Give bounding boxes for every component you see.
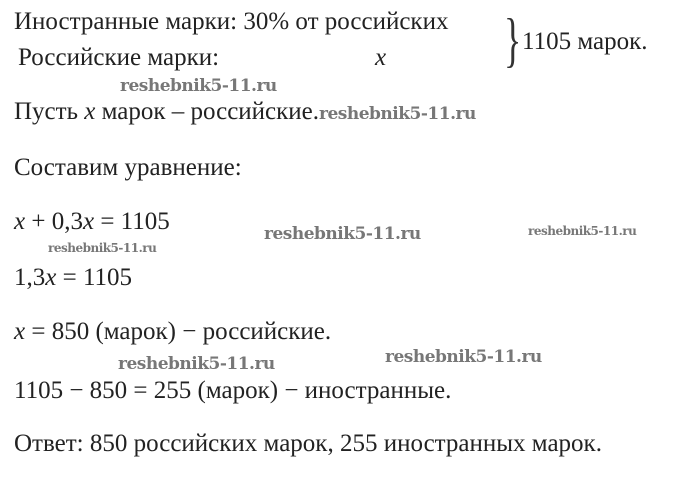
equation-2: 1,3x = 1105 <box>14 264 132 292</box>
eq-part: 1,3 <box>14 264 46 291</box>
watermark: reshebnik5-11.ru <box>528 224 637 238</box>
equation-1: x + 0,3x = 1105 <box>14 208 170 236</box>
let-var: x <box>84 98 96 125</box>
watermark: reshebnik5-11.ru <box>120 76 277 96</box>
russian-stamps-line: Российские марки: <box>18 44 220 71</box>
eq-var: x <box>82 208 95 235</box>
equation-3: x = 850 (марок) − российские. <box>14 318 331 346</box>
watermark: reshebnik5-11.ru <box>385 347 542 367</box>
watermark: reshebnik5-11.ru <box>48 241 157 255</box>
foreign-stamps-line: Иностранные марки: 30% от российских <box>14 8 449 35</box>
eq-part: = 850 (марок) − российские. <box>25 318 332 345</box>
brace: } <box>504 7 522 73</box>
answer-line: Ответ: 850 российских марок, 255 иностра… <box>14 430 602 457</box>
russian-var: x <box>375 44 387 71</box>
equation-4: 1105 − 850 = 255 (марок) − иностранные. <box>14 377 452 404</box>
eq-part: + 0,3 <box>25 208 83 235</box>
eq-var: x <box>14 318 26 345</box>
watermark: reshebnik5-11.ru <box>319 104 476 124</box>
eq-part: = 1105 <box>56 264 133 291</box>
let-prefix: Пусть <box>14 98 85 125</box>
eq-var: x <box>14 208 26 235</box>
total-stamps: 1105 марок. <box>522 28 648 55</box>
watermark: reshebnik5-11.ru <box>264 224 421 244</box>
let-suffix: марок – российские. <box>95 98 320 125</box>
eq-part: = 1105 <box>94 208 170 235</box>
watermark: reshebnik5-11.ru <box>118 354 275 374</box>
eq-var: x <box>45 264 57 291</box>
setup-line: Составим уравнение: <box>14 154 242 181</box>
let-line: Пусть x марок – российские.reshebnik5-11… <box>14 98 476 128</box>
